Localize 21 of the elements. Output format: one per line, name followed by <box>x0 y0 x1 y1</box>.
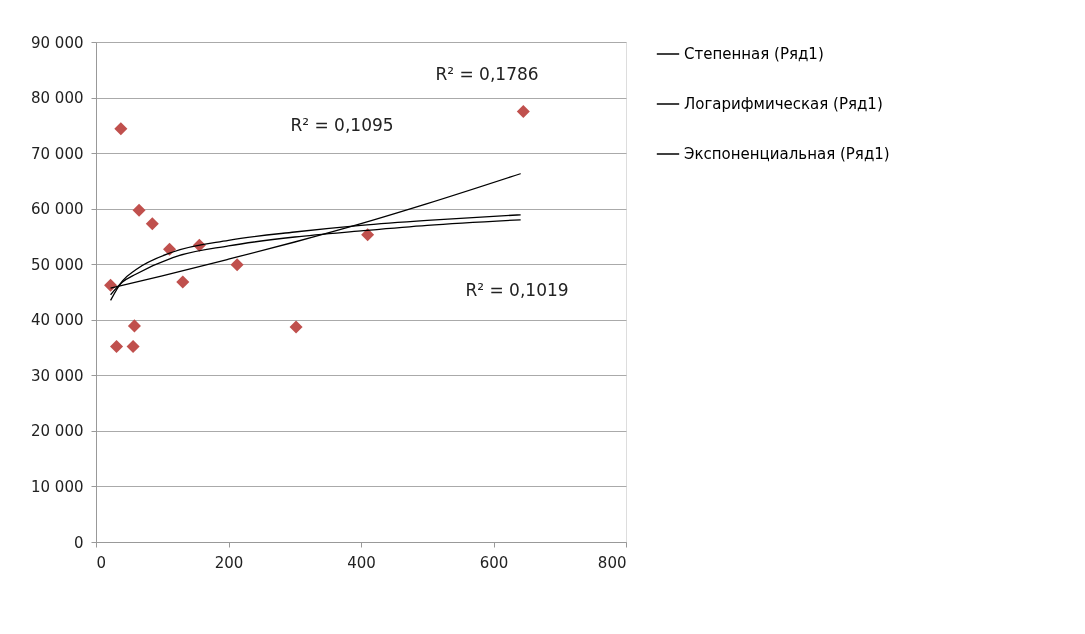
legend-label: Экспоненциальная (Ряд1) <box>684 145 890 163</box>
y-tick-label: 40 000 <box>31 311 84 330</box>
y-tick-label: 90 000 <box>31 33 84 52</box>
y-tick-label: 80 000 <box>31 89 84 108</box>
y-tick-label: 30 000 <box>31 366 84 385</box>
annotation: R² = 0,1019 <box>465 280 569 300</box>
x-tick-label: 600 <box>479 553 509 572</box>
y-tick-label: 60 000 <box>31 200 84 219</box>
x-tick-label: 0 <box>96 553 107 572</box>
y-tick-label: 10 000 <box>31 477 84 496</box>
legend-label: Степенная (Ряд1) <box>684 45 824 63</box>
legend-label: Логарифмическая (Ряд1) <box>684 95 883 113</box>
y-tick-label: 50 000 <box>31 255 84 274</box>
x-tick-label: 400 <box>347 553 376 572</box>
annotation: R² = 0,1786 <box>435 64 539 84</box>
x-tick-label: 200 <box>214 553 244 572</box>
y-tick-label: 0 <box>73 533 84 552</box>
y-tick-label: 20 000 <box>31 422 84 441</box>
annotation: R² = 0,1095 <box>290 115 394 135</box>
y-tick-label: 70 000 <box>31 144 84 163</box>
x-tick-label: 800 <box>597 553 627 572</box>
